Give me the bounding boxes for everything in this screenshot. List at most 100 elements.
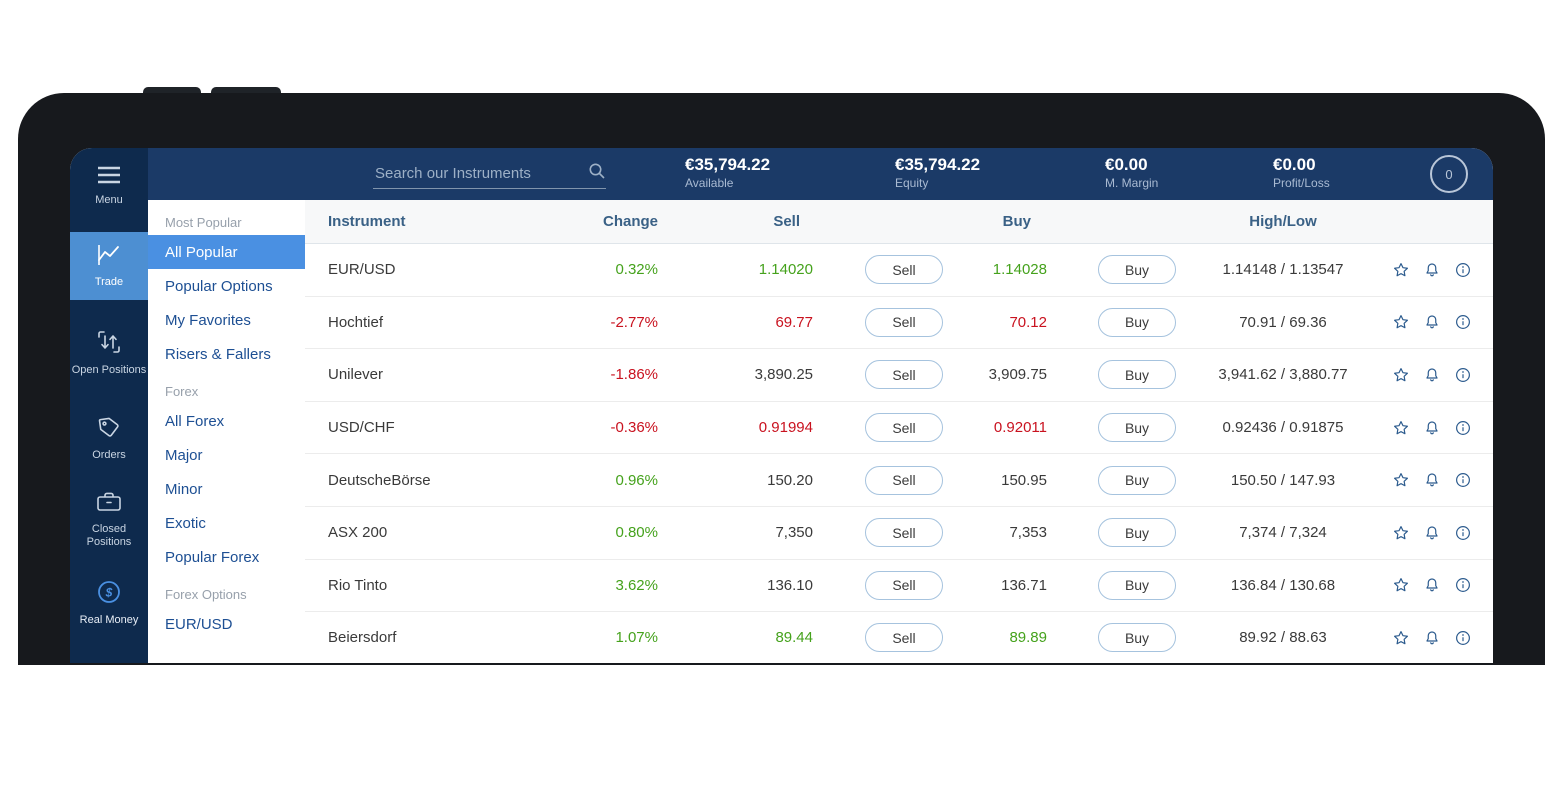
orders-tag-icon (96, 414, 122, 444)
table-row[interactable]: Beiersdorf 1.07% 89.44 Sell 89.89 Buy 89… (305, 612, 1493, 663)
buy-button[interactable]: Buy (1098, 570, 1176, 600)
section-label-forex-options: Forex Options (165, 587, 247, 602)
category-risers-fallers[interactable]: Risers & Fallers (165, 345, 271, 363)
buy-button[interactable]: Buy (1098, 465, 1176, 495)
trade-chart-icon (96, 243, 122, 271)
price-alert-bell-icon[interactable] (1423, 366, 1441, 384)
price-alert-bell-icon[interactable] (1423, 471, 1441, 489)
sell-price: 136.10 (767, 576, 813, 594)
high-low-value: 7,374 / 7,324 (1239, 524, 1327, 542)
favorite-star-icon[interactable] (1392, 419, 1410, 437)
price-alert-bell-icon[interactable] (1423, 419, 1441, 437)
sidebar-item-orders[interactable]: Orders (70, 412, 148, 464)
info-icon[interactable] (1454, 524, 1472, 542)
table-row[interactable]: ASX 200 0.80% 7,350 Sell 7,353 Buy 7,374… (305, 507, 1493, 560)
buy-button[interactable]: Buy (1098, 360, 1176, 390)
change-value: 1.07% (615, 629, 658, 647)
sidebar-item-trade[interactable]: Trade (70, 232, 148, 300)
favorite-star-icon[interactable] (1392, 313, 1410, 331)
category-exotic[interactable]: Exotic (165, 514, 206, 532)
category-my-favorites[interactable]: My Favorites (165, 311, 251, 329)
table-row[interactable]: EUR/USD 0.32% 1.14020 Sell 1.14028 Buy 1… (305, 244, 1493, 297)
stat-profit-loss: €0.00 Profit/Loss (1273, 155, 1330, 191)
real-money-icon: $ (96, 579, 122, 609)
sell-button[interactable]: Sell (865, 623, 943, 653)
info-icon[interactable] (1454, 419, 1472, 437)
sell-button[interactable]: Sell (865, 570, 943, 600)
instrument-name: ASX 200 (328, 524, 388, 542)
price-alert-bell-icon[interactable] (1423, 576, 1441, 594)
table-row[interactable]: Unilever -1.86% 3,890.25 Sell 3,909.75 B… (305, 349, 1493, 402)
change-value: -0.36% (610, 419, 658, 437)
favorite-star-icon[interactable] (1392, 366, 1410, 384)
sidebar-item-real-money[interactable]: $ Real Money (70, 574, 148, 632)
stat-label: Profit/Loss (1273, 176, 1330, 190)
rail-item-label: Open Positions (71, 364, 147, 376)
search-icon[interactable] (588, 162, 606, 185)
high-low-value: 150.50 / 147.93 (1230, 471, 1336, 489)
col-header-buy: Buy (1002, 213, 1031, 230)
search-input[interactable] (373, 163, 588, 183)
rail-item-label: Real Money (79, 614, 139, 626)
favorite-star-icon[interactable] (1392, 576, 1410, 594)
price-alert-bell-icon[interactable] (1423, 313, 1441, 331)
sell-price: 150.20 (767, 471, 813, 489)
sidebar-item-open-positions[interactable]: Open Positions (70, 322, 148, 384)
stat-value: €35,794.22 (895, 155, 981, 174)
table-row[interactable]: DeutscheBörse 0.96% 150.20 Sell 150.95 B… (305, 454, 1493, 507)
buy-button[interactable]: Buy (1098, 623, 1176, 653)
info-icon[interactable] (1454, 366, 1472, 384)
info-icon[interactable] (1454, 313, 1472, 331)
buy-price: 89.89 (1009, 629, 1047, 647)
notification-count-badge[interactable]: 0 (1430, 155, 1468, 193)
info-icon[interactable] (1454, 629, 1472, 647)
instrument-name: EUR/USD (328, 261, 396, 279)
price-alert-bell-icon[interactable] (1423, 524, 1441, 542)
table-row[interactable]: Hochtief -2.77% 69.77 Sell 70.12 Buy 70.… (305, 297, 1493, 350)
sidebar-item-closed-positions[interactable]: Closed Positions (70, 488, 148, 550)
sell-button[interactable]: Sell (865, 255, 943, 285)
buy-button[interactable]: Buy (1098, 255, 1176, 285)
table-row[interactable]: Rio Tinto 3.62% 136.10 Sell 136.71 Buy 1… (305, 560, 1493, 613)
rail-item-label: Orders (92, 449, 126, 461)
price-alert-bell-icon[interactable] (1423, 261, 1441, 279)
category-popular-forex[interactable]: Popular Forex (165, 548, 260, 566)
category-all-popular[interactable]: All Popular (148, 235, 305, 269)
category-minor[interactable]: Minor (165, 480, 203, 498)
sell-button[interactable]: Sell (865, 465, 943, 495)
category-eurusd[interactable]: EUR/USD (165, 615, 233, 633)
sell-button[interactable]: Sell (865, 518, 943, 548)
buy-button[interactable]: Buy (1098, 518, 1176, 548)
stat-maintenance-margin: €0.00 M. Margin (1105, 155, 1158, 191)
high-low-value: 89.92 / 88.63 (1239, 629, 1327, 647)
info-icon[interactable] (1454, 261, 1472, 279)
buy-price: 7,353 (1009, 524, 1047, 542)
info-icon[interactable] (1454, 471, 1472, 489)
category-major[interactable]: Major (165, 446, 203, 464)
high-low-value: 136.84 / 130.68 (1230, 576, 1336, 594)
favorite-star-icon[interactable] (1392, 629, 1410, 647)
category-all-forex[interactable]: All Forex (165, 412, 225, 430)
info-icon[interactable] (1454, 576, 1472, 594)
price-alert-bell-icon[interactable] (1423, 629, 1441, 647)
sell-button[interactable]: Sell (865, 307, 943, 337)
instrument-name: Beiersdorf (328, 629, 397, 647)
rail-item-label: Closed Positions (86, 522, 132, 548)
badge-count: 0 (1445, 166, 1453, 182)
favorite-star-icon[interactable] (1392, 261, 1410, 279)
section-label-most-popular: Most Popular (165, 215, 242, 230)
buy-button[interactable]: Buy (1098, 413, 1176, 443)
favorite-star-icon[interactable] (1392, 471, 1410, 489)
menu-icon (96, 165, 122, 189)
category-popular-options[interactable]: Popular Options (165, 277, 273, 295)
sell-button[interactable]: Sell (865, 413, 943, 443)
sell-button[interactable]: Sell (865, 360, 943, 390)
table-row[interactable]: USD/CHF -0.36% 0.91994 Sell 0.92011 Buy … (305, 402, 1493, 455)
col-header-sell: Sell (773, 213, 800, 230)
instrument-name: Unilever (328, 366, 384, 384)
table-header-row: Instrument Change Sell Buy High/Low (305, 200, 1493, 244)
buy-button[interactable]: Buy (1098, 307, 1176, 337)
sell-price: 69.77 (775, 313, 813, 331)
favorite-star-icon[interactable] (1392, 524, 1410, 542)
menu-button[interactable]: Menu (70, 148, 148, 216)
